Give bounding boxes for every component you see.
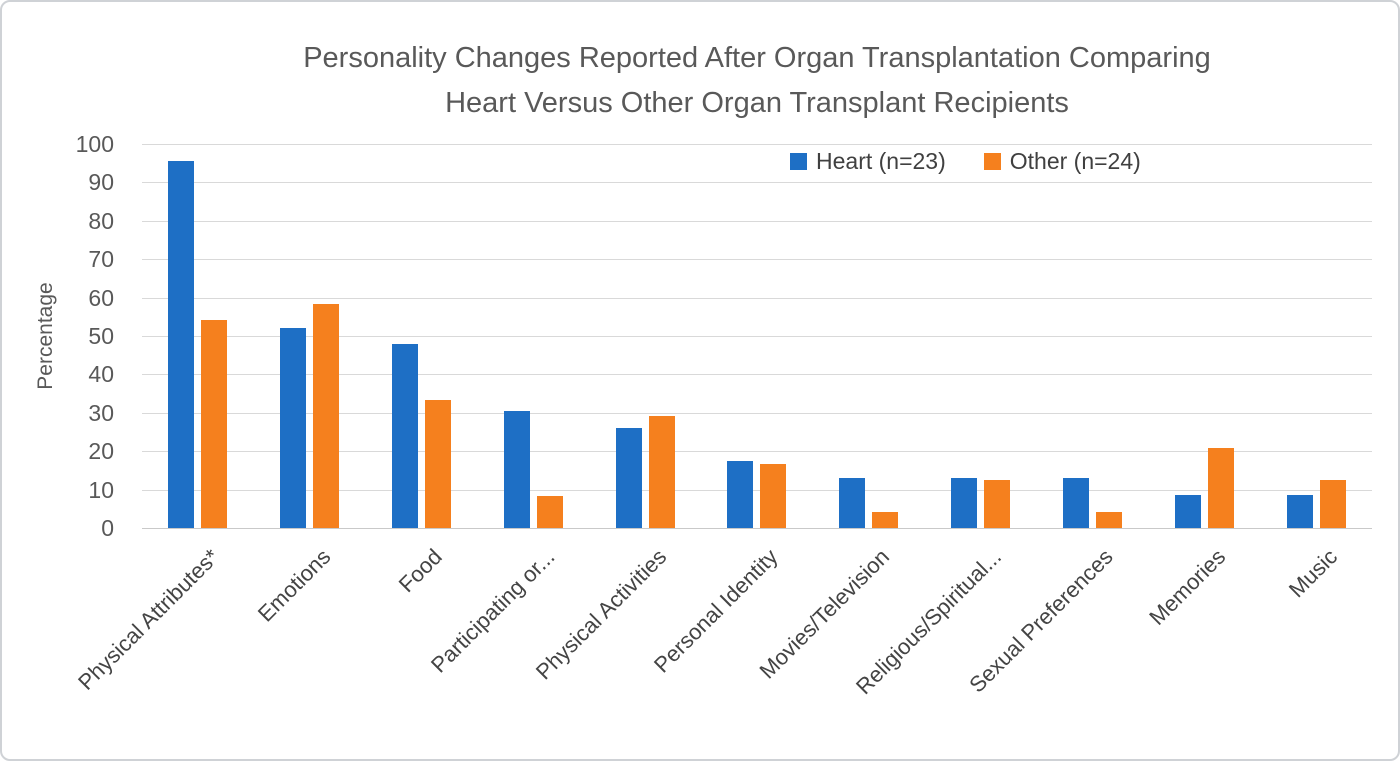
category-label: Memories (1143, 544, 1230, 630)
chart-title-line2: Heart Versus Other Organ Transplant Reci… (445, 87, 1069, 119)
bar-heart (1062, 478, 1089, 528)
bar-heart (839, 478, 866, 528)
gridline (142, 489, 1372, 491)
bar-group (589, 144, 701, 528)
gridline (142, 220, 1372, 222)
legend-item-heart: Heart (n=23) (790, 148, 946, 175)
legend: Heart (n=23) Other (n=24) (790, 148, 1141, 175)
legend-marker-other-icon (983, 153, 1001, 170)
gridline (142, 336, 1372, 337)
category-label-position: Physical Attributes* (18, 544, 224, 695)
chart-title-line1: Personality Changes Reported After Organ… (303, 42, 1211, 74)
bar-other (1095, 511, 1122, 528)
bar-heart (951, 478, 978, 528)
gridline (142, 297, 1372, 299)
bar-heart (392, 344, 419, 528)
x-axis-line (142, 528, 1372, 529)
bar-heart (1286, 494, 1313, 528)
category-label-position: Music (1267, 544, 1341, 602)
y-tick-label-40: 40 (88, 361, 114, 388)
y-tick-label-80: 80 (88, 207, 114, 234)
bar-group (925, 144, 1037, 528)
bar-other (760, 463, 787, 528)
y-tick-label-50: 50 (88, 323, 114, 349)
bar-other (425, 400, 452, 528)
bar-other (1319, 480, 1346, 528)
bar-group (254, 144, 366, 528)
bar-group (477, 144, 589, 528)
bar-groups (142, 144, 1372, 528)
y-axis-tick-labels: 0 10 20 30 40 50 60 70 80 90 100 (2, 131, 114, 541)
bar-pair (1037, 144, 1149, 528)
bar-heart (503, 411, 530, 528)
bar-pair (701, 144, 813, 528)
y-tick-label-70: 70 (88, 246, 114, 273)
legend-label-heart: Heart (n=23) (816, 148, 946, 174)
bar-heart (280, 327, 307, 528)
bar-pair (1148, 144, 1260, 528)
bar-group (1148, 144, 1260, 528)
category-label-position: Sexual Preferences (908, 544, 1118, 697)
bar-other (536, 496, 563, 528)
y-tick-label-0: 0 (101, 515, 114, 541)
bar-pair (477, 144, 589, 528)
chart-title: Personality Changes Reported After Organ… (142, 36, 1372, 126)
bar-pair (142, 144, 254, 528)
bar-group (1037, 144, 1149, 528)
y-tick-label-100: 100 (75, 131, 114, 157)
bar-other (313, 304, 340, 528)
category-label: Physical Attributes* (72, 544, 224, 695)
bar-heart (727, 461, 754, 528)
bar-group (366, 144, 478, 528)
gridline (142, 259, 1372, 261)
bar-pair (254, 144, 366, 528)
bar-group (1260, 144, 1372, 528)
bar-other (984, 480, 1011, 528)
y-tick-label-20: 20 (88, 438, 114, 465)
category-label-position: Emotions (226, 544, 336, 627)
bar-heart (615, 427, 642, 528)
bar-pair (1260, 144, 1372, 528)
gridline (142, 412, 1372, 414)
gridline (142, 451, 1372, 453)
bar-group (813, 144, 925, 528)
bar-heart (1174, 494, 1201, 528)
bar-other (1207, 448, 1234, 528)
legend-marker-heart-icon (790, 153, 807, 170)
bar-pair (813, 144, 925, 528)
y-tick-label-10: 10 (88, 476, 114, 503)
bar-pair (366, 144, 478, 528)
bar-group (701, 144, 813, 528)
y-tick-label-30: 30 (88, 399, 114, 426)
bar-other (648, 415, 675, 528)
bar-pair (589, 144, 701, 528)
x-axis-labels: Physical Attributes* Emotions Food Particip… (2, 528, 1398, 759)
bar-other (872, 511, 899, 528)
category-label: Music (1283, 544, 1342, 603)
bar-pair (925, 144, 1037, 528)
legend-item-other: Other (n=24) (983, 148, 1141, 175)
gridline (142, 182, 1372, 184)
bar-group (142, 144, 254, 528)
gridline (142, 144, 1372, 145)
plot-area (142, 144, 1372, 529)
category-label-position: Memories (1116, 544, 1230, 630)
bar-heart (168, 160, 195, 528)
y-tick-label-60: 60 (88, 284, 114, 311)
gridline (142, 374, 1372, 376)
legend-label-other: Other (n=24) (1009, 148, 1141, 174)
category-label: Sexual Preferences (964, 544, 1119, 698)
category-label: Emotions (252, 544, 336, 627)
y-tick-label-90: 90 (88, 169, 114, 196)
bar-other (201, 319, 228, 528)
